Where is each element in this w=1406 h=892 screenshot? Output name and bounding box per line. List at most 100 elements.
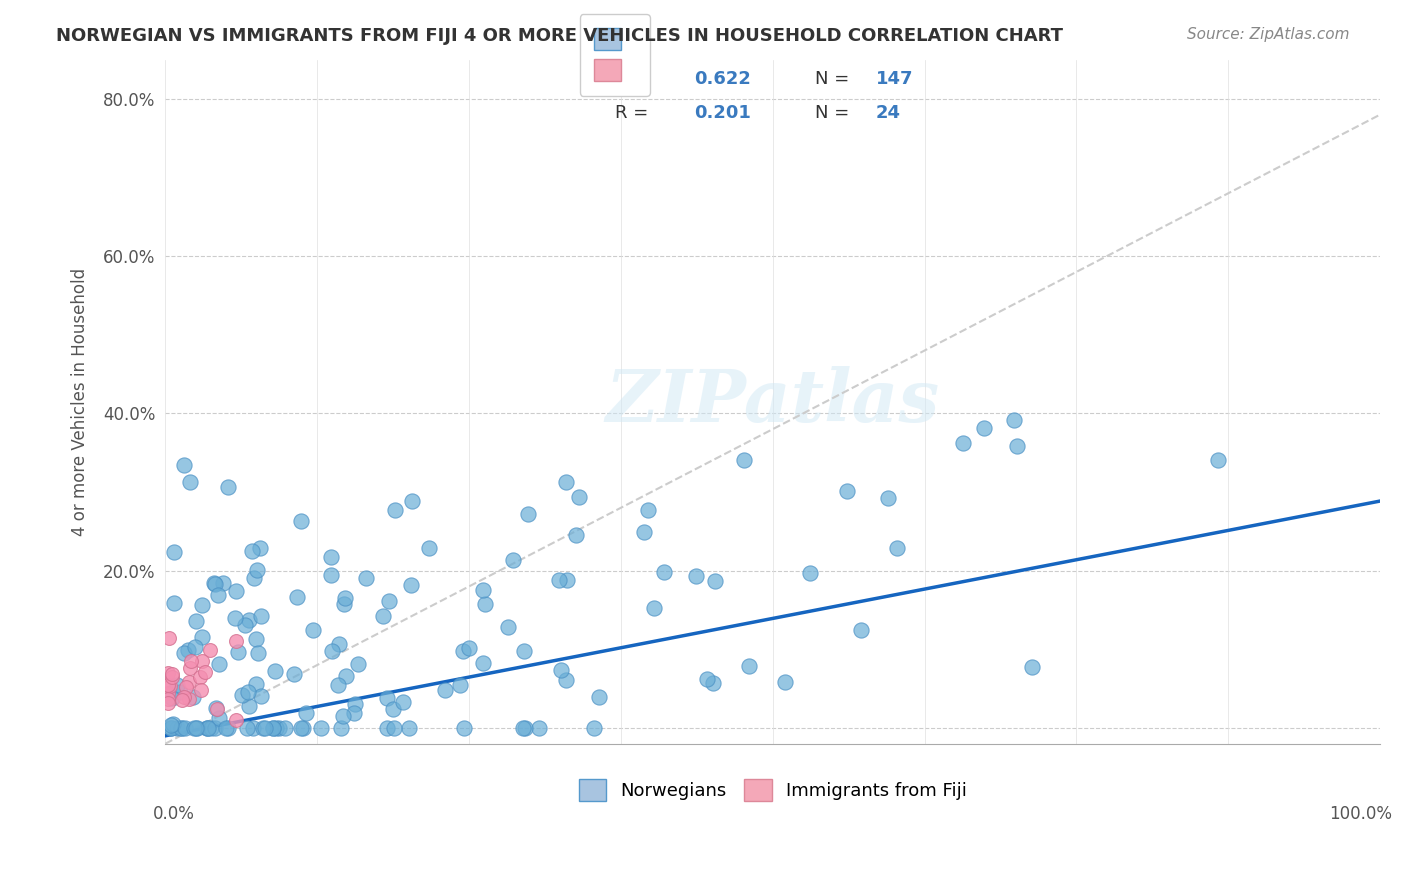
Norwegians [162, 716, 184, 731]
Norwegians [236, 721, 259, 735]
Norwegians [231, 688, 253, 702]
Norwegians [179, 475, 201, 490]
Norwegians [166, 678, 188, 692]
Text: 24: 24 [876, 103, 901, 121]
Norwegians [208, 711, 231, 725]
Norwegians [291, 721, 314, 735]
Norwegians [418, 541, 440, 556]
Norwegians [474, 597, 496, 611]
Norwegians [876, 491, 898, 505]
Norwegians [186, 721, 208, 735]
Norwegians [207, 588, 229, 602]
Text: 0.622: 0.622 [693, 70, 751, 87]
Norwegians [200, 721, 222, 735]
Norwegians [302, 624, 325, 638]
Immigrants from Fiji [156, 665, 179, 680]
Norwegians [225, 584, 247, 599]
Norwegians [527, 721, 550, 735]
Norwegians [224, 610, 246, 624]
Norwegians [252, 721, 274, 735]
Norwegians [401, 494, 423, 508]
Norwegians [1005, 439, 1028, 453]
Norwegians [173, 458, 195, 473]
Norwegians [554, 475, 576, 490]
Norwegians [453, 643, 475, 657]
Norwegians [328, 636, 350, 650]
Norwegians [242, 570, 264, 584]
Norwegians [583, 721, 606, 735]
Text: NORWEGIAN VS IMMIGRANTS FROM FIJI 4 OR MORE VEHICLES IN HOUSEHOLD CORRELATION CH: NORWEGIAN VS IMMIGRANTS FROM FIJI 4 OR M… [56, 27, 1063, 45]
Norwegians [373, 608, 395, 623]
Norwegians [737, 659, 759, 673]
Norwegians [516, 507, 538, 521]
Norwegians [215, 721, 238, 735]
Norwegians [262, 721, 284, 735]
Norwegians [471, 656, 494, 670]
Text: Source: ZipAtlas.com: Source: ZipAtlas.com [1187, 27, 1350, 42]
Norwegians [240, 543, 263, 558]
Immigrants from Fiji [225, 713, 247, 727]
Norwegians [173, 721, 195, 735]
Text: R =: R = [614, 103, 654, 121]
Immigrants from Fiji [156, 686, 179, 700]
Legend: Norwegians, Immigrants from Fiji: Norwegians, Immigrants from Fiji [569, 770, 976, 810]
Norwegians [332, 597, 354, 611]
Norwegians [588, 690, 610, 704]
Norwegians [163, 545, 186, 559]
Immigrants from Fiji [205, 702, 228, 716]
Norwegians [238, 613, 260, 627]
Norwegians [247, 646, 270, 660]
Norwegians [346, 657, 368, 672]
Norwegians [186, 721, 208, 735]
Norwegians [702, 676, 724, 690]
Norwegians [285, 590, 308, 604]
Immigrants from Fiji [190, 683, 212, 698]
Norwegians [226, 645, 249, 659]
Immigrants from Fiji [156, 692, 179, 706]
Norwegians [191, 630, 214, 644]
Text: 0.0%: 0.0% [153, 805, 195, 823]
Norwegians [886, 541, 908, 555]
Norwegians [177, 642, 200, 657]
Norwegians [254, 721, 277, 735]
Immigrants from Fiji [177, 675, 200, 690]
Text: ZIPatlas: ZIPatlas [606, 366, 939, 437]
Immigrants from Fiji [159, 679, 181, 693]
Norwegians [973, 421, 995, 435]
Immigrants from Fiji [191, 654, 214, 668]
Norwegians [238, 699, 260, 714]
Norwegians [204, 721, 226, 735]
Norwegians [332, 708, 354, 723]
Norwegians [335, 669, 357, 683]
Norwegians [344, 697, 367, 711]
Text: N =: N = [815, 103, 855, 121]
Norwegians [290, 721, 312, 735]
Norwegians [173, 647, 195, 661]
Text: 0.201: 0.201 [693, 103, 751, 121]
Norwegians [449, 678, 471, 692]
Norwegians [319, 549, 342, 564]
Norwegians [326, 678, 349, 692]
Norwegians [513, 721, 536, 735]
Immigrants from Fiji [162, 670, 184, 684]
Norwegians [548, 574, 571, 588]
Immigrants from Fiji [173, 690, 195, 704]
Immigrants from Fiji [156, 678, 179, 692]
Norwegians [295, 706, 318, 720]
Norwegians [1002, 413, 1025, 427]
Immigrants from Fiji [198, 642, 221, 657]
Norwegians [246, 563, 269, 577]
Norwegians [391, 695, 413, 709]
Norwegians [513, 644, 536, 658]
Norwegians [170, 721, 193, 735]
Norwegians [204, 577, 226, 591]
Norwegians [457, 641, 479, 656]
Norwegians [633, 524, 655, 539]
Norwegians [399, 578, 422, 592]
Norwegians [170, 721, 193, 735]
Norwegians [166, 721, 188, 735]
Norwegians [643, 601, 665, 615]
Norwegians [1208, 453, 1230, 467]
Norwegians [191, 598, 214, 612]
Norwegians [264, 664, 287, 678]
